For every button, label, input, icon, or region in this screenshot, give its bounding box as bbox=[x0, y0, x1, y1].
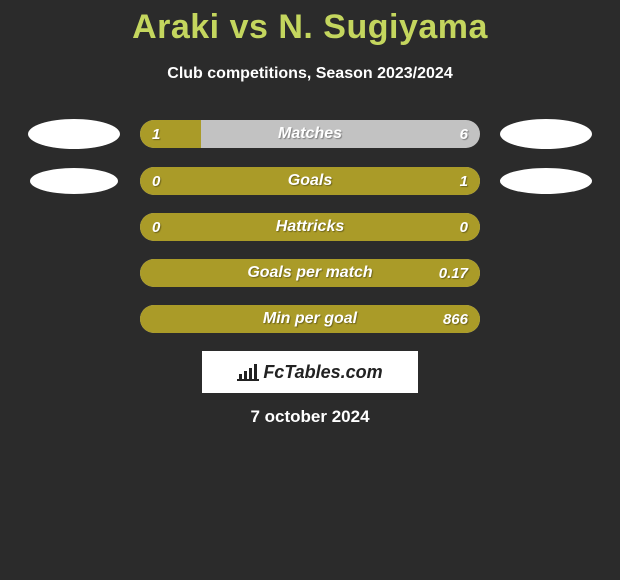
stat-right-value: 0 bbox=[460, 219, 468, 236]
stat-right-value: 866 bbox=[443, 311, 468, 328]
player-indicator-left bbox=[30, 168, 118, 194]
player-indicator-right-slot bbox=[480, 119, 592, 149]
stat-label: Matches bbox=[278, 125, 342, 143]
stat-bar: Min per goal 866 bbox=[140, 305, 480, 333]
stat-label: Goals per match bbox=[247, 264, 372, 282]
stat-label: Hattricks bbox=[276, 218, 344, 236]
stat-left-value: 0 bbox=[152, 173, 160, 190]
stat-left-value: 1 bbox=[152, 126, 160, 143]
stat-row: Min per goal 866 bbox=[0, 305, 620, 333]
stats-rows: 1 Matches 6 0 Goals 1 0 Hattricks 0 Goals per mat… bbox=[0, 119, 620, 333]
stat-left-value: 0 bbox=[152, 219, 160, 236]
stat-right-value: 6 bbox=[460, 126, 468, 143]
stat-bar: 1 Matches 6 bbox=[140, 120, 480, 148]
page-title: Araki vs N. Sugiyama bbox=[0, 8, 620, 47]
stat-row: 0 Hattricks 0 bbox=[0, 213, 620, 241]
brand-label: FcTables.com bbox=[237, 362, 382, 383]
brand-badge: FcTables.com bbox=[202, 351, 418, 393]
player-indicator-right bbox=[500, 119, 592, 149]
stat-right-value: 1 bbox=[460, 173, 468, 190]
brand-text: FcTables.com bbox=[263, 362, 382, 383]
player-indicator-right-slot bbox=[480, 168, 592, 194]
stat-bar: 0 Hattricks 0 bbox=[140, 213, 480, 241]
player-indicator-left-slot bbox=[28, 119, 140, 149]
stat-bar: 0 Goals 1 bbox=[140, 167, 480, 195]
stat-label: Goals bbox=[288, 172, 332, 190]
stat-row: Goals per match 0.17 bbox=[0, 259, 620, 287]
player-indicator-left bbox=[28, 119, 120, 149]
chart-icon bbox=[237, 363, 259, 381]
stat-bar: Goals per match 0.17 bbox=[140, 259, 480, 287]
stat-label: Min per goal bbox=[263, 310, 357, 328]
comparison-infographic: Araki vs N. Sugiyama Club competitions, … bbox=[0, 0, 620, 580]
date-label: 7 october 2024 bbox=[0, 407, 620, 427]
subtitle: Club competitions, Season 2023/2024 bbox=[0, 65, 620, 83]
stat-right-value: 0.17 bbox=[439, 265, 468, 282]
stat-bar-fill-left bbox=[140, 120, 201, 148]
stat-row: 1 Matches 6 bbox=[0, 119, 620, 149]
stat-row: 0 Goals 1 bbox=[0, 167, 620, 195]
player-indicator-right bbox=[500, 168, 592, 194]
player-indicator-left-slot bbox=[28, 168, 140, 194]
